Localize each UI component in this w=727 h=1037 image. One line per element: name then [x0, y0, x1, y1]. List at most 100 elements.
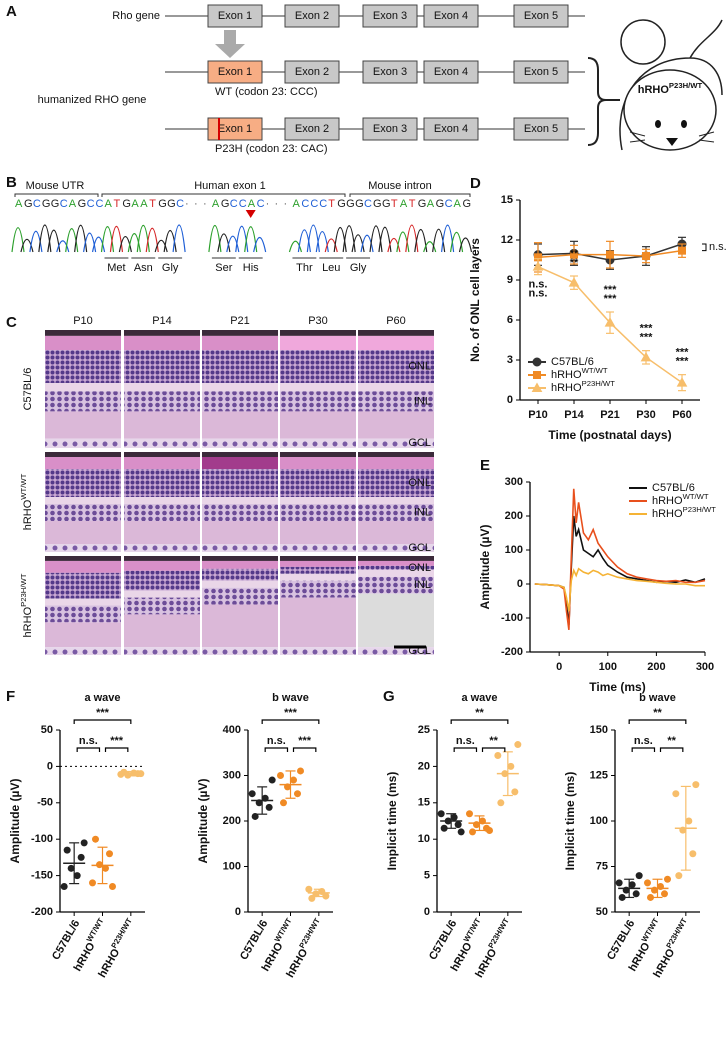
gene-label: Rho gene: [112, 10, 160, 22]
row-label: C57BL/6: [22, 368, 34, 411]
point: [305, 885, 313, 893]
chromatogram-peak: [360, 234, 374, 253]
sequence-base: ·: [284, 198, 288, 210]
retina-os: [124, 457, 200, 469]
retina-rpe: [202, 452, 278, 457]
chromatogram-peak: [154, 239, 168, 253]
y-tick-label: 200: [505, 510, 523, 522]
sequence-base: G: [42, 198, 51, 210]
point: [570, 250, 578, 259]
retina-onl: [358, 469, 434, 497]
retina-os: [280, 560, 356, 567]
significance: **: [475, 707, 484, 719]
retina-os: [45, 457, 121, 469]
retina-inl: [358, 391, 434, 412]
chromatogram-peak: [333, 227, 347, 253]
legend-label-sup: P23H/WT: [683, 505, 717, 514]
chromatogram-peak: [65, 228, 79, 253]
x-tick-label-sup: WT/WT: [639, 916, 660, 943]
sequence-base: ·: [203, 198, 207, 210]
sequence-base: A: [292, 198, 300, 210]
retina-gcl: [358, 647, 434, 655]
retina-opl: [124, 590, 200, 598]
sequence-base: C: [364, 198, 372, 210]
significance-bracket: [631, 747, 656, 752]
sequence-base: A: [427, 198, 435, 210]
chromatogram-peak: [217, 233, 231, 253]
chromatogram-peak: [449, 231, 464, 253]
chromatogram-peak: [324, 238, 338, 253]
retina-opl: [202, 497, 278, 504]
gene-label: humanized RHO gene: [38, 94, 147, 106]
chromatogram-peak: [235, 225, 249, 253]
sequence-base: C: [87, 198, 95, 210]
y-axis-label: Implicit time (ms): [385, 772, 399, 871]
retina-rpe: [45, 452, 121, 457]
sequence-base: C: [445, 198, 453, 210]
point: [685, 817, 693, 825]
panel-letter: G: [383, 688, 395, 705]
retina-ipl: [202, 604, 278, 648]
retina-ipl: [202, 521, 278, 544]
retina-ipl: [202, 411, 278, 439]
exon: [284, 4, 340, 28]
y-tick-label: 15: [418, 797, 430, 809]
point: [635, 872, 643, 880]
panel-letter: D: [470, 175, 481, 192]
legend-label-base: hRHO: [652, 495, 683, 507]
significance: ***: [604, 284, 618, 296]
layer-label: GCL: [408, 542, 431, 554]
x-tick-label-sup: P23H/WT: [297, 916, 322, 950]
retina-opl: [358, 569, 434, 577]
retina-opl: [124, 383, 200, 392]
panel-letter: F: [6, 688, 15, 705]
chromatogram-peak: [163, 229, 177, 253]
exon-label: Exon 3: [373, 66, 407, 78]
x-tick-label: C57BL/6: [605, 918, 637, 962]
amino-acid: Leu: [322, 262, 340, 274]
x-tick-label-base: hRHO: [473, 946, 499, 979]
mouse-eye: [681, 120, 687, 128]
point: [63, 846, 71, 854]
exon: [284, 117, 340, 141]
sequence-base: C: [176, 198, 184, 210]
retina-rpe: [45, 556, 121, 561]
region-line: [14, 193, 99, 197]
exon-label: Exon 1: [218, 10, 252, 22]
exon: [207, 60, 263, 84]
retina-onl: [124, 469, 200, 497]
significance: n.s.: [529, 288, 548, 300]
retina-inl: [202, 504, 278, 521]
y-tick-label: 0: [424, 906, 430, 918]
sequence-base: C: [239, 198, 247, 210]
x-tick-label: 100: [599, 661, 617, 673]
y-tick-label: 50: [596, 906, 608, 918]
x-tick-label-base: hRHO: [449, 940, 475, 973]
point: [494, 751, 502, 759]
x-tick-label: P10: [528, 409, 548, 421]
point: [102, 864, 109, 872]
x-tick-label: 0: [556, 661, 562, 673]
whiskers: [629, 131, 715, 143]
point: [308, 894, 316, 902]
retina-gcl: [124, 544, 200, 552]
exon: [423, 117, 479, 141]
exon: [513, 60, 569, 84]
retina-rpe: [124, 452, 200, 457]
chromatogram-peak: [38, 224, 52, 253]
legend-label: hRHOWT/WT: [652, 492, 709, 507]
y-tick-label: 12: [501, 234, 513, 246]
retina-inl: [202, 391, 278, 412]
sequence-base: A: [105, 198, 113, 210]
retina-ipl: [358, 521, 434, 544]
retina-inl: [45, 504, 121, 521]
exon: [362, 4, 418, 28]
exon: [362, 60, 418, 84]
legend-label: hRHOWT/WT: [551, 366, 608, 381]
retina-gcl: [45, 544, 121, 552]
retina-inl: [45, 391, 121, 412]
chromatogram-peak: [20, 238, 34, 253]
retina-os: [358, 457, 434, 469]
retina-onl: [280, 350, 356, 384]
x-tick-label-sup: P23H/WT: [109, 916, 134, 950]
